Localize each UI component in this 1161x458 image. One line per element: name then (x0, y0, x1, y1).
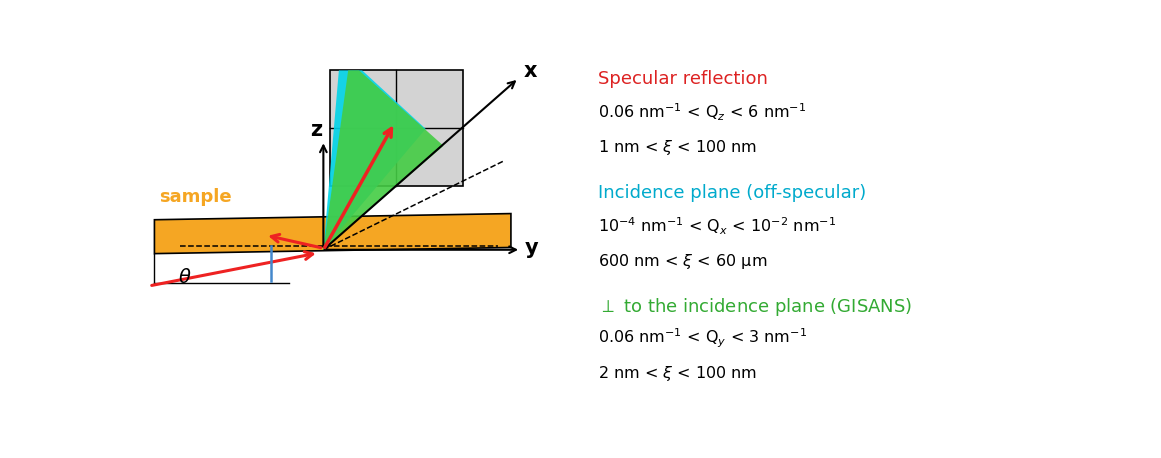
Text: 10$^{-4}$ nm$^{-1}$ < Q$_x$ < 10$^{-2}$ nm$^{-1}$: 10$^{-4}$ nm$^{-1}$ < Q$_x$ < 10$^{-2}$ … (599, 215, 837, 236)
Text: $\perp$ to the incidence plane (GISANS): $\perp$ to the incidence plane (GISANS) (599, 296, 913, 318)
Text: $\theta$: $\theta$ (178, 268, 192, 287)
Text: z: z (310, 120, 323, 140)
Text: y: y (525, 239, 539, 258)
Text: 0.06 nm$^{-1}$ < Q$_z$ < 6 nm$^{-1}$: 0.06 nm$^{-1}$ < Q$_z$ < 6 nm$^{-1}$ (599, 101, 807, 123)
Polygon shape (154, 213, 511, 254)
Text: x: x (524, 60, 536, 81)
Text: 600 nm < $\xi$ < 60 μm: 600 nm < $\xi$ < 60 μm (599, 252, 767, 271)
Bar (330, 71, 463, 186)
Text: sample: sample (159, 188, 232, 206)
Text: Incidence plane (off-specular): Incidence plane (off-specular) (599, 184, 867, 202)
Text: 2 nm < $\xi$ < 100 nm: 2 nm < $\xi$ < 100 nm (599, 364, 758, 383)
Polygon shape (324, 71, 444, 250)
Polygon shape (324, 71, 426, 250)
Text: 0.06 nm$^{-1}$ < Q$_y$ < 3 nm$^{-1}$: 0.06 nm$^{-1}$ < Q$_y$ < 3 nm$^{-1}$ (599, 327, 808, 350)
Text: 1 nm < $\xi$ < 100 nm: 1 nm < $\xi$ < 100 nm (599, 138, 758, 157)
Text: Specular reflection: Specular reflection (599, 71, 769, 88)
